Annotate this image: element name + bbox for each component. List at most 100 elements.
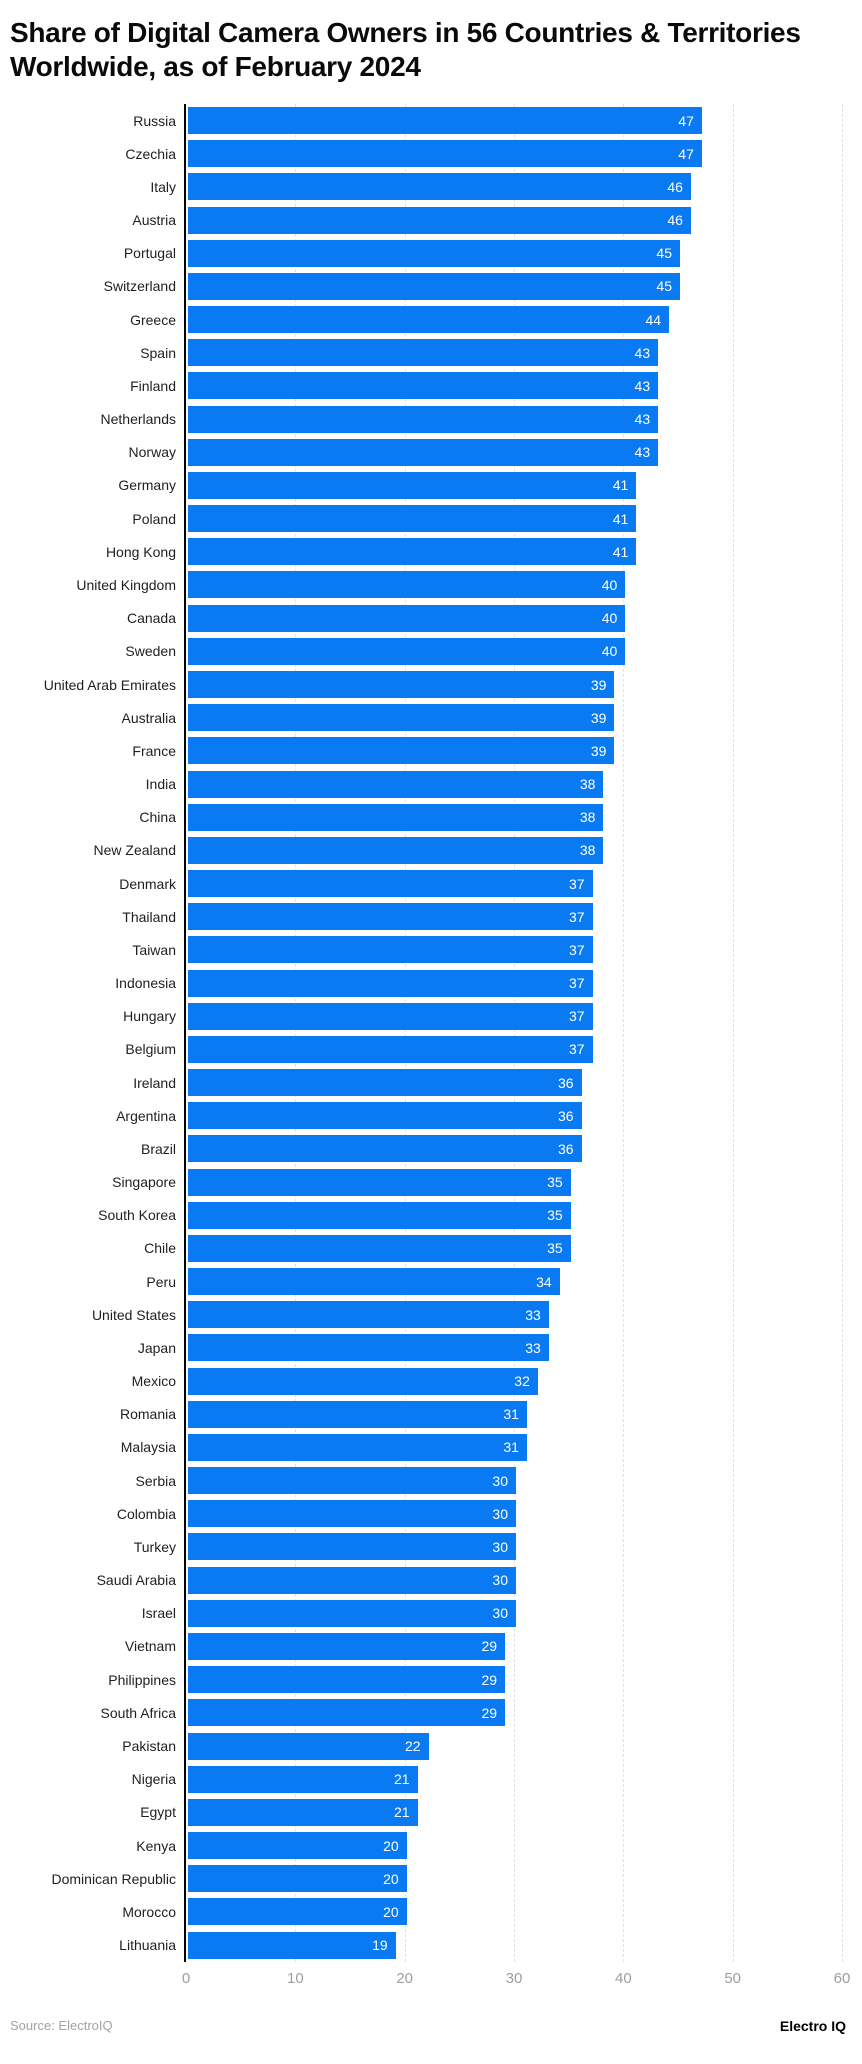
- bar-value: 30: [492, 1572, 508, 1589]
- bar-value: 37: [568, 908, 585, 925]
- bar-value: 36: [558, 1107, 574, 1124]
- bar-value: 40: [601, 610, 618, 627]
- bar-rows: Russia 47 Czechia 47 Italy 46 Austria 46 Portuga…: [0, 104, 842, 1962]
- bar-row: Turkey 30: [0, 1530, 842, 1563]
- plot-cell: 40: [186, 571, 842, 599]
- plot-cell: 37: [186, 1002, 842, 1030]
- plot-cell: 29: [186, 1666, 842, 1694]
- country-label: France: [132, 742, 176, 759]
- plot-cell: 43: [186, 372, 842, 400]
- bar-value: 37: [568, 875, 585, 892]
- bar-row: Poland 41: [0, 502, 842, 535]
- bar-value: 29: [481, 1638, 498, 1655]
- bar: 40: [188, 571, 626, 599]
- plot-cell: 37: [186, 969, 842, 997]
- bar-row: Philippines 29: [0, 1663, 842, 1696]
- bar: 32: [188, 1367, 538, 1395]
- bar: 20: [188, 1898, 407, 1926]
- bar: 37: [188, 1002, 593, 1030]
- bar-row: Peru 34: [0, 1265, 842, 1298]
- bar: 20: [188, 1865, 407, 1893]
- bar-row: Colombia 30: [0, 1497, 842, 1530]
- plot-cell: 33: [186, 1334, 842, 1362]
- country-label: Indonesia: [115, 975, 176, 992]
- bar-value: 38: [579, 776, 596, 793]
- bar-value: 43: [634, 444, 651, 461]
- bar-value: 45: [656, 245, 672, 262]
- bar: 20: [188, 1832, 407, 1860]
- bar-value: 20: [383, 1870, 399, 1887]
- country-label: Hong Kong: [105, 543, 176, 560]
- bar-row: Israel 30: [0, 1597, 842, 1630]
- bar: 46: [188, 173, 691, 201]
- x-tick-label: 20: [396, 1969, 413, 1987]
- plot-cell: 32: [186, 1367, 842, 1395]
- plot-cell: 31: [186, 1433, 842, 1461]
- plot-cell: 36: [186, 1102, 842, 1130]
- plot-cell: 34: [186, 1268, 842, 1296]
- bar: 30: [188, 1566, 516, 1594]
- plot-cell: 47: [186, 107, 842, 135]
- bar-row: United States 33: [0, 1298, 842, 1331]
- bar-value: 38: [579, 842, 596, 859]
- plot-cell: 36: [186, 1135, 842, 1163]
- bar-value: 45: [656, 278, 672, 295]
- plot-cell: 35: [186, 1234, 842, 1262]
- plot-cell: 20: [186, 1832, 842, 1860]
- bar-row: Hong Kong 41: [0, 535, 842, 568]
- bar-row: Indonesia 37: [0, 966, 842, 999]
- bar-value: 46: [667, 212, 683, 229]
- bar-value: 44: [645, 311, 662, 328]
- bar-value: 41: [612, 543, 629, 560]
- plot-cell: 31: [186, 1400, 842, 1428]
- bar-value: 33: [525, 1339, 541, 1356]
- bar-row: France 39: [0, 734, 842, 767]
- bar-row: Portugal 45: [0, 237, 842, 270]
- bar-row: Switzerland 45: [0, 270, 842, 303]
- plot-cell: 21: [186, 1798, 842, 1826]
- x-tick-label: 60: [833, 1969, 851, 1987]
- country-label: Vietnam: [124, 1638, 176, 1655]
- country-label: Chile: [144, 1240, 176, 1257]
- bar-value: 43: [634, 344, 651, 361]
- country-label: Russia: [133, 112, 176, 129]
- country-label: Portugal: [123, 245, 176, 262]
- bar: 47: [188, 107, 702, 135]
- country-label: Argentina: [116, 1107, 176, 1124]
- bar-row: Malaysia 31: [0, 1431, 842, 1464]
- bar-value: 37: [568, 975, 585, 992]
- country-label: Denmark: [119, 875, 176, 892]
- plot-cell: 41: [186, 471, 842, 499]
- bar-row: Norway 43: [0, 436, 842, 469]
- plot-cell: 35: [186, 1201, 842, 1229]
- chart-page: Share of Digital Camera Owners in 56 Cou…: [0, 16, 862, 2034]
- x-tick-label: 0: [181, 1969, 191, 1987]
- bar: 39: [188, 671, 615, 698]
- bar: 29: [188, 1632, 506, 1660]
- country-label: Saudi Arabia: [96, 1572, 176, 1589]
- country-label: Italy: [150, 178, 176, 195]
- bar: 37: [188, 969, 593, 997]
- plot-cell: 38: [186, 770, 842, 798]
- bar-value: 39: [590, 709, 607, 726]
- country-label: India: [145, 776, 176, 793]
- bar-value: 30: [492, 1605, 508, 1622]
- country-label: Hungary: [123, 1008, 176, 1025]
- bar: 29: [188, 1666, 506, 1694]
- plot-cell: 47: [186, 140, 842, 168]
- bar: 37: [188, 1035, 593, 1063]
- bar: 38: [188, 836, 604, 864]
- bar-row: Australia 39: [0, 701, 842, 734]
- bar-row: Singapore 35: [0, 1166, 842, 1199]
- bar: 35: [188, 1234, 571, 1262]
- country-label: Turkey: [133, 1538, 176, 1555]
- bar: 37: [188, 870, 593, 898]
- bar-row: United Kingdom 40: [0, 568, 842, 601]
- country-label: Sweden: [125, 643, 176, 660]
- bar: 38: [188, 803, 604, 831]
- country-label: Mexico: [131, 1373, 176, 1390]
- bar: 41: [188, 538, 637, 566]
- bar-value: 30: [492, 1538, 508, 1555]
- bar-value: 32: [514, 1373, 530, 1390]
- bar-row: Egypt 21: [0, 1796, 842, 1829]
